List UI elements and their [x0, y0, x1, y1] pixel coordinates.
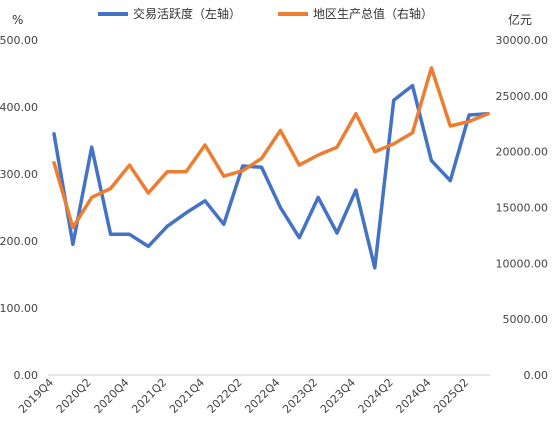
left-tick-label: 400.00 [0, 101, 38, 114]
legend-label-activity: 交易活跃度（左轴） [133, 6, 241, 21]
x-tick-label: 2021Q2 [129, 376, 169, 416]
x-tick-label: 2023Q2 [280, 376, 320, 416]
right-tick-label: 5000.00 [503, 313, 549, 326]
x-tick-label: 2025Q2 [431, 376, 471, 416]
right-tick-label: 25000.00 [496, 90, 549, 103]
right-axis-ticks: 0.00 5000.00 10000.00 15000.00 20000.00 25000… [496, 34, 549, 382]
series-line-gdp [52, 66, 490, 230]
left-tick-label: 100.00 [0, 302, 38, 315]
x-axis-ticks: 2019Q42020Q22020Q42021Q22021Q42022Q22022… [16, 376, 471, 416]
right-axis-unit: 亿元 [508, 12, 532, 27]
x-tick-label: 2021Q4 [167, 376, 207, 416]
x-tick-label: 2020Q2 [54, 376, 94, 416]
left-tick-label: 300.00 [0, 168, 38, 181]
x-tick-label: 2024Q4 [393, 376, 433, 416]
left-axis-ticks: 0.00 100.00 200.00 300.00 400.00 500.00 [0, 34, 38, 382]
left-tick-label: 200.00 [0, 235, 38, 248]
right-tick-label: 20000.00 [496, 146, 549, 159]
x-tick-label: 2022Q2 [205, 376, 245, 416]
x-tick-label: 2020Q4 [92, 376, 132, 416]
x-tick-label: 2024Q2 [356, 376, 396, 416]
x-tick-label: 2022Q4 [242, 376, 282, 416]
right-tick-label: 10000.00 [496, 257, 549, 270]
left-tick-label: 0.00 [14, 369, 39, 382]
legend: 交易活跃度（左轴） 地区生产总值（右轴） [98, 6, 433, 21]
right-tick-label: 30000.00 [496, 34, 549, 47]
left-axis-unit: % [12, 13, 23, 27]
right-tick-label: 0.00 [524, 369, 549, 382]
left-tick-label: 500.00 [0, 34, 38, 47]
right-tick-label: 15000.00 [496, 202, 549, 215]
series-lines [52, 66, 490, 270]
x-tick-label: 2023Q4 [318, 376, 358, 416]
series-line-activity [52, 83, 490, 270]
legend-label-gdp: 地区生产总值（右轴） [313, 6, 433, 21]
